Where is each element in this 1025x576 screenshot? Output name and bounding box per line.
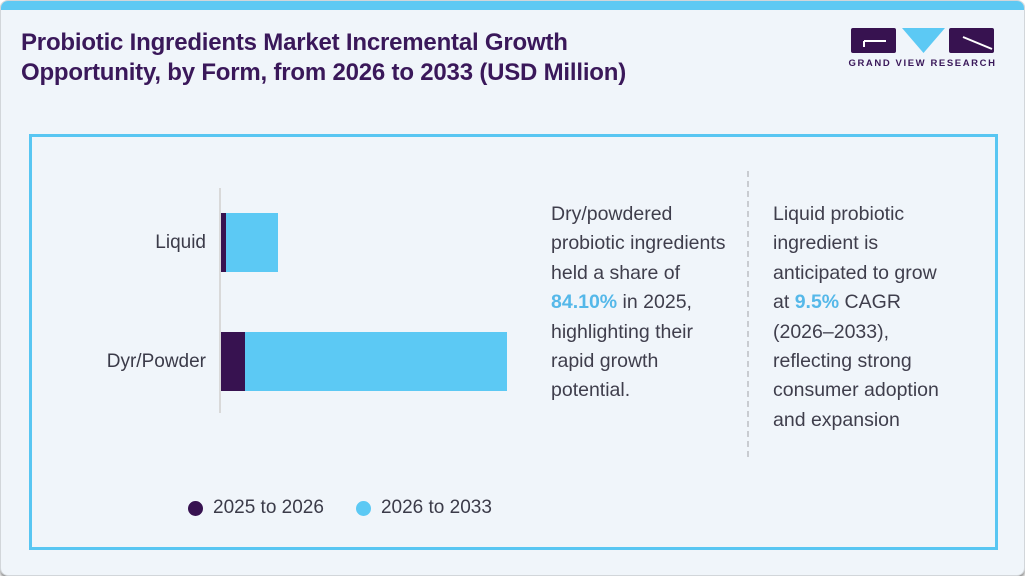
bar-segment-2026-2033-dry-powder bbox=[245, 332, 507, 391]
insight-text-dry-powdered: Dry/powdered probiotic ingredients held … bbox=[551, 200, 746, 406]
insight-right-line3: anticipated to grow bbox=[773, 261, 937, 284]
gvr-logo-mark-icon bbox=[851, 28, 994, 53]
dashed-divider bbox=[747, 171, 749, 457]
chart-panel bbox=[29, 134, 998, 550]
insight-right-line5: (2026–2033), bbox=[773, 320, 890, 343]
bar-row-dry-powder bbox=[221, 332, 507, 391]
insight-left-line3: held a share of bbox=[551, 261, 681, 284]
bar-segment-2025-2026-dry-powder bbox=[221, 332, 245, 391]
legend-label-2026-2033: 2026 to 2033 bbox=[380, 497, 492, 518]
share-highlight: 84.10% bbox=[551, 291, 618, 314]
grand-view-research-logo: GRAND VIEW RESEARCH bbox=[848, 28, 997, 69]
insight-right-line4: at 9.5% CAGR bbox=[773, 288, 983, 317]
legend-item-2025-2026: 2025 to 2026 bbox=[188, 497, 324, 519]
top-accent-bar bbox=[1, 1, 1024, 10]
cagr-highlight-prefix: at bbox=[773, 291, 795, 314]
bar-segment-2026-2033-liquid bbox=[226, 213, 278, 272]
insight-left-line7: potential. bbox=[551, 379, 631, 402]
cagr-highlight: 9.5% bbox=[794, 291, 840, 314]
bar-row-liquid bbox=[221, 213, 278, 272]
insight-left-line1: Dry/powdered bbox=[551, 203, 673, 225]
category-label-dry-powder: Dyr/Powder bbox=[106, 351, 206, 372]
insight-right-line1: Liquid probiotic bbox=[773, 203, 905, 225]
cagr-highlight-suffix: CAGR bbox=[839, 291, 901, 314]
legend-item-2026-2033: 2026 to 2033 bbox=[355, 497, 492, 519]
insight-right-line2: ingredient is bbox=[773, 232, 879, 255]
legend-dot-2025-2026 bbox=[188, 500, 203, 516]
bar-segment-2025-2026-liquid bbox=[221, 213, 226, 272]
category-label-liquid: Liquid bbox=[155, 232, 206, 253]
legend-dot-2026-2033 bbox=[355, 500, 371, 516]
insight-left-line6: rapid growth bbox=[551, 350, 659, 373]
page-title-line2: Opportunity, by Form, from 2026 to 2033 … bbox=[21, 59, 627, 86]
insight-left-line4: 84.10% in 2025, bbox=[551, 288, 746, 317]
share-highlight-suffix: in 2025, bbox=[617, 291, 692, 314]
insight-left-line5: highlighting their bbox=[551, 320, 694, 343]
insight-left-line2: probiotic ingredients bbox=[551, 232, 726, 255]
page-title-line1: Probiotic Ingredients Market Incremental… bbox=[21, 29, 568, 56]
gvr-logo-text: GRAND VIEW RESEARCH bbox=[848, 58, 997, 69]
page-title: Probiotic Ingredients Market Incremental… bbox=[21, 28, 626, 88]
insight-text-liquid: Liquid probiotic ingredient is anticipat… bbox=[773, 200, 983, 435]
insight-right-line7: consumer adoption bbox=[773, 379, 939, 402]
legend-label-2025-2026: 2025 to 2026 bbox=[213, 497, 324, 518]
y-axis-line bbox=[219, 188, 221, 413]
insight-right-line6: reflecting strong bbox=[773, 350, 912, 373]
insight-right-line8: and expansion bbox=[773, 408, 900, 431]
chart-legend: 2025 to 2026 2026 to 2033 bbox=[188, 497, 492, 519]
